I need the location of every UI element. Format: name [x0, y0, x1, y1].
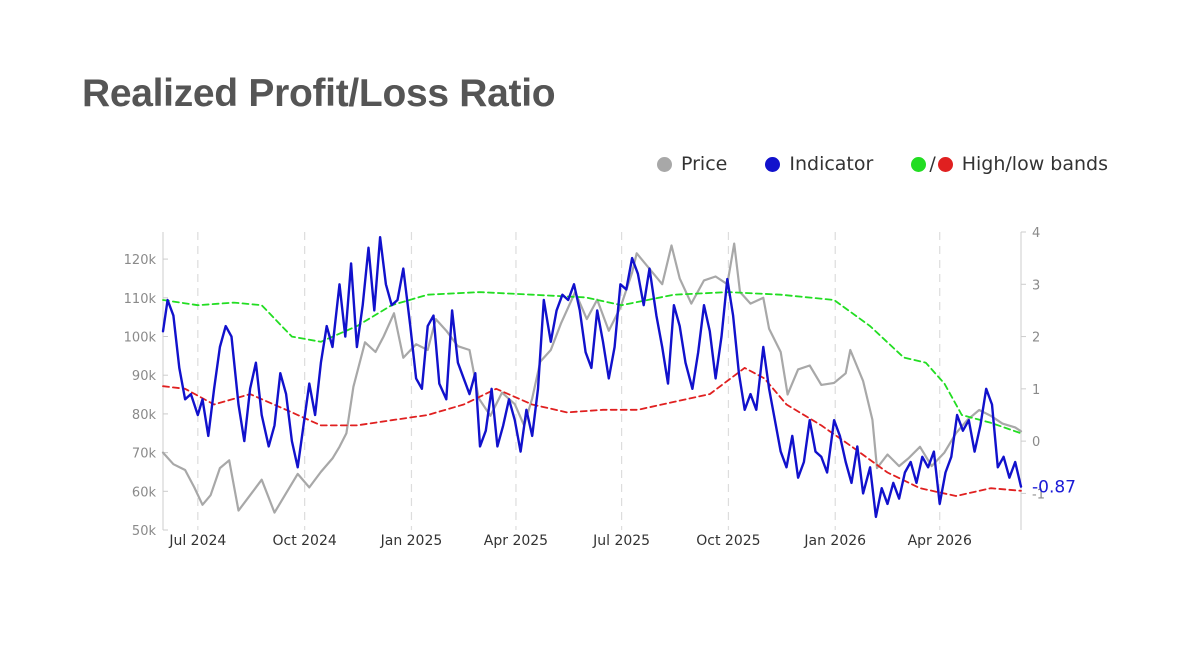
x-tick-label: Oct 2024	[272, 533, 336, 549]
legend-indicator-label: Indicator	[789, 153, 874, 175]
y-right-tick-label: 1	[1032, 383, 1040, 398]
x-tick-label: Apr 2026	[908, 533, 972, 549]
chart-axes	[162, 231, 1026, 531]
high-band-line	[162, 291, 1022, 435]
chart-legend: Price Indicator / High/low bands	[657, 153, 1108, 175]
y-left-tick-label: 100k	[124, 330, 157, 345]
y-left-tick-label: 120k	[124, 253, 157, 268]
legend-bands-label: High/low bands	[961, 153, 1108, 175]
chart-title: Realized Profit/Loss Ratio	[82, 72, 556, 115]
x-tick-label: Apr 2025	[484, 533, 548, 549]
legend-low-band-swatch	[937, 156, 953, 172]
y-right-tick-label: 0	[1032, 435, 1040, 450]
vertical-gridlines	[197, 232, 941, 530]
x-tick-label: Jul 2024	[168, 533, 226, 549]
legend-item-indicator[interactable]: Indicator	[765, 153, 873, 175]
x-tick-label: Jul 2025	[592, 533, 650, 549]
series-lines	[161, 236, 1023, 519]
legend-item-price[interactable]: Price	[657, 153, 727, 175]
y-right-tick-label: 4	[1032, 226, 1040, 241]
legend-indicator-swatch	[765, 156, 781, 172]
y-right-tick-label: 2	[1032, 331, 1040, 346]
indicator-line	[161, 236, 1023, 519]
x-tick-label: Jan 2025	[380, 533, 443, 549]
y-right-tick-label: 3	[1032, 278, 1040, 293]
y-left-tick-label: 80k	[132, 408, 157, 423]
legend-price-label: Price	[681, 153, 728, 175]
y-left-tick-label: 70k	[132, 447, 157, 462]
y-left-tick-label: 90k	[132, 369, 157, 384]
legend-price-swatch	[657, 156, 672, 172]
low-band-line	[162, 367, 1022, 497]
legend-slash: /	[929, 153, 936, 175]
y-left-tick-label: 110k	[124, 292, 157, 307]
x-tick-label: Oct 2025	[696, 533, 760, 549]
price-line	[161, 242, 1023, 514]
legend-high-band-swatch	[911, 156, 927, 172]
legend-item-bands[interactable]: / High/low bands	[911, 153, 1108, 175]
axis-labels: Jul 2024 Oct 2024 Jan 2025 Apr 2025 Jul 2025…	[124, 226, 1076, 549]
y-left-tick-label: 60k	[132, 485, 157, 500]
latest-indicator-value: -0.87	[1032, 478, 1076, 498]
x-tick-label: Jan 2026	[803, 533, 866, 549]
y-right-tick-label: -1	[1032, 487, 1045, 502]
y-left-tick-label: 50k	[132, 524, 157, 539]
